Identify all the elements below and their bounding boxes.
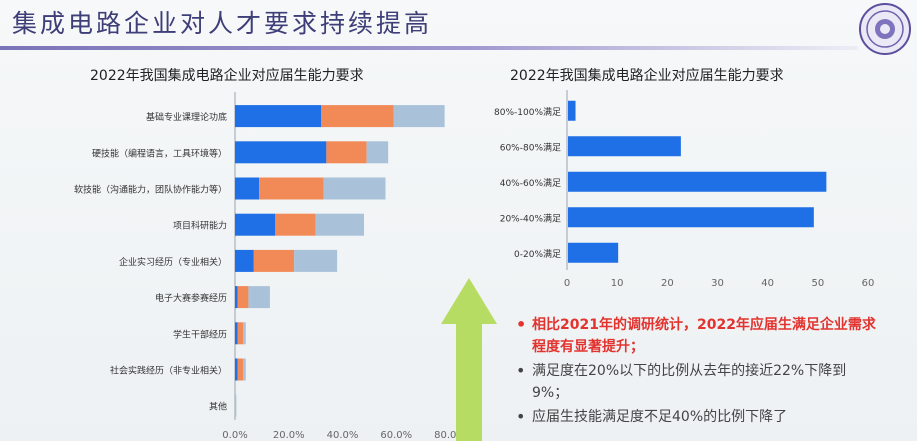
chart1-x-tick-label: 80.0% [434,430,466,441]
note-item: • 满足度在20%以下的比例从去年的接近22%下降到9%； [512,360,882,404]
chart1-category-label: 学生干部经历 [173,328,227,340]
chart1-bar-seg-2 [323,177,386,200]
chart2-category-label: 20%-40%满足 [500,213,561,224]
chart1-bar-seg-0 [235,105,321,128]
chart2-bar [568,242,619,263]
bullet-dot-icon: • [516,315,527,334]
chart1-category-label: 项目科研能力 [173,220,227,232]
chart2-bar [568,171,827,192]
chart1-category-label: 其他 [209,401,227,413]
bullet-dot-icon: • [516,361,526,380]
chart1-bar-seg-1 [259,177,324,200]
chart1-bar-seg-1 [275,213,316,236]
chart2-category-label: 0-20%满足 [514,249,561,260]
note-text: 应届生技能满足度不足40%的比例下降了 [532,409,788,425]
chart1-x-tick-label: 0.0% [222,430,247,441]
chart1-bar-seg-2 [315,213,364,236]
title-underline [0,46,858,50]
chart1-title: 2022年我国集成电路企业对应届生能力要求 [90,68,364,84]
chart1-bar-seg-2 [243,358,246,381]
notes-list: • 相比2021年的调研统计，2022年应届生满足企业需求程度有显著提升； • … [512,314,882,430]
chart2-x-tick-label: 20 [661,278,674,289]
chart2-bar [568,207,814,228]
chart1-bar-seg-0 [235,141,327,164]
chart1-bar-seg-0 [235,177,260,200]
chart1-bar-seg-2 [243,322,246,345]
chart2-category-label: 40%-60%满足 [500,178,561,189]
chart1-category-label: 基础专业课理论功底 [146,111,227,123]
chart2-bar [568,136,681,157]
chart2-x-tick-label: 10 [611,278,624,289]
chart2-category-label: 80%-100%满足 [494,107,561,118]
chart2-x-tick-label: 50 [811,278,824,289]
chart1-bar-seg-2 [294,249,338,272]
note-text: 相比2021年的调研统计，2022年应届生满足企业需求程度有显著提升； [532,317,876,355]
chart1-x-tick-label: 20.0% [273,430,305,441]
chart1-category-label: 电子大赛参赛经历 [155,292,227,304]
university-seal-icon [859,3,911,55]
chart1-bar-seg-0 [235,286,238,309]
chart1-category-label: 社会实践经历（非专业相关） [110,365,227,377]
chart1-bar-seg-0 [235,358,238,381]
chart2-x-tick-label: 40 [761,278,774,289]
chart1-bar-seg-2 [235,394,237,417]
bullet-dot-icon: • [516,407,526,426]
chart1-x-tick-label: 60.0% [380,430,412,441]
chart1-bar-seg-1 [321,105,394,128]
chart1-bar-seg-0 [235,213,276,236]
note-item: • 应届生技能满足度不足40%的比例下降了 [512,406,882,428]
chart2-category-label: 60%-80%满足 [500,142,561,153]
chart1-bar-seg-2 [248,286,270,309]
chart1-x-tick-label: 40.0% [327,430,359,441]
chart2-x-tick-label: 0 [564,278,570,289]
chart1-category-label: 硬技能（编程语言，工具环境等） [92,147,227,159]
slide-title: 集成电路企业对人才要求持续提高 [12,9,433,38]
chart2-title: 2022年我国集成电路企业对应届生能力要求 [510,68,784,84]
note-item: • 相比2021年的调研统计，2022年应届生满足企业需求程度有显著提升； [512,314,882,358]
chart2-x-tick-label: 60 [862,278,875,289]
chart1-bar-seg-2 [366,141,389,164]
chart1-bar-seg-1 [237,322,244,345]
note-text: 满足度在20%以下的比例从去年的接近22%下降到9%； [532,363,847,401]
chart1-bar-seg-1 [237,286,249,309]
chart1-bar-seg-0 [235,322,238,345]
chart1-bar-seg-0 [235,249,254,272]
chart1-bar-seg-1 [326,141,367,164]
chart1-category-label: 企业实习经历（专业相关） [119,256,227,268]
chart2-x-tick-label: 30 [711,278,724,289]
up-arrow-icon [441,278,497,441]
chart1-bar-seg-1 [253,249,295,272]
chart2-bar [568,100,576,121]
chart1-category-label: 软技能（沟通能力，团队协作能力等） [74,184,227,196]
chart1-bar-seg-1 [237,358,244,381]
chart1-bar-seg-2 [393,105,445,128]
